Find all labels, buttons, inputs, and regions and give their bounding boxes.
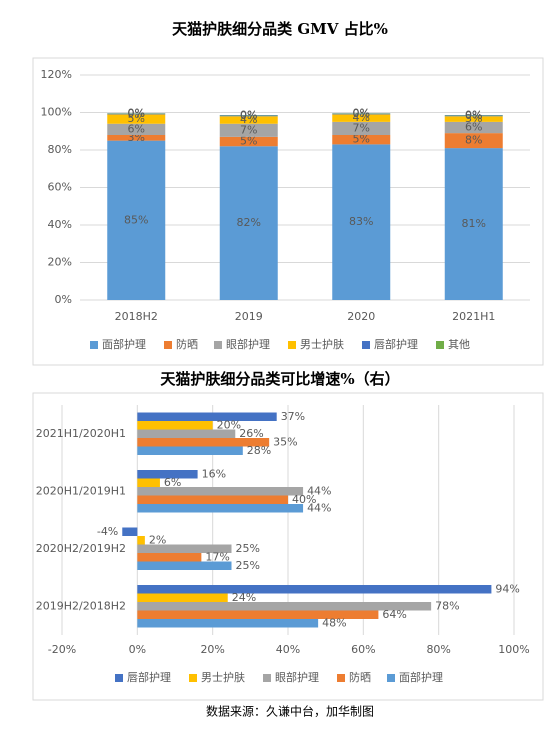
bar [122, 528, 137, 537]
data-label: 94% [495, 582, 519, 595]
data-label: 24% [232, 591, 256, 604]
legend-label: 男士护肤 [201, 670, 245, 684]
y-tick-label: 0% [55, 293, 72, 306]
bar [137, 479, 160, 488]
x-tick-label: 80% [426, 643, 450, 656]
data-label: 0% [465, 108, 482, 121]
legend-swatch [164, 341, 172, 349]
data-label: 2% [149, 533, 166, 546]
bar [137, 585, 491, 594]
legend-label: 眼部护理 [226, 337, 270, 351]
legend-label: 唇部护理 [374, 337, 418, 351]
bar [137, 553, 201, 562]
data-label: 17% [205, 550, 229, 563]
legend-label: 防晒 [176, 337, 198, 351]
legend-swatch [189, 674, 197, 682]
legend-swatch [337, 674, 345, 682]
data-label: 44% [307, 501, 331, 514]
legend-swatch [288, 341, 296, 349]
bar [137, 619, 318, 628]
legend-label: 眼部护理 [275, 670, 319, 684]
bar [137, 562, 231, 571]
x-tick-label: 2019 [235, 310, 263, 323]
data-label: 0% [128, 106, 145, 119]
x-tick-label: 2020 [347, 310, 375, 323]
legend-swatch [214, 341, 222, 349]
data-label: 35% [273, 435, 297, 448]
chart-title: 天猫护肤细分品类可比增速%（右） [160, 370, 399, 388]
y-tick-label: 120% [41, 68, 72, 81]
data-label: 20% [217, 418, 241, 431]
data-label: 6% [164, 476, 181, 489]
bar [137, 496, 288, 505]
x-tick-label: 100% [498, 643, 529, 656]
legend-swatch [263, 674, 271, 682]
data-label: -4% [97, 525, 118, 538]
chart-title: 天猫护肤细分品类 GMV 占比% [172, 20, 388, 38]
x-tick-label: 20% [200, 643, 224, 656]
data-label: 0% [240, 108, 257, 121]
data-label: 26% [239, 427, 263, 440]
y-tick-label: 2021H1/2020H1 [36, 427, 126, 440]
bar [137, 487, 303, 496]
y-tick-label: 80% [48, 143, 72, 156]
data-label: 85% [124, 213, 148, 226]
bar [137, 536, 145, 545]
source-note: 数据来源：久谦中台，加华制图 [206, 704, 374, 719]
bar [137, 447, 242, 456]
data-label: 64% [382, 608, 406, 621]
legend-swatch [387, 674, 395, 682]
legend-label: 面部护理 [102, 337, 146, 351]
data-label: 81% [462, 217, 486, 230]
x-tick-label: 0% [129, 643, 146, 656]
data-label: 16% [202, 467, 226, 480]
legend-label: 面部护理 [399, 670, 443, 684]
bar [137, 413, 276, 422]
x-tick-label: -20% [48, 643, 76, 656]
x-tick-label: 2021H1 [452, 310, 495, 323]
x-tick-label: 60% [351, 643, 375, 656]
data-label: 28% [247, 444, 271, 457]
bar [137, 504, 303, 513]
y-tick-label: 40% [48, 218, 72, 231]
data-label: 25% [236, 559, 260, 572]
legend-label: 其他 [448, 338, 470, 351]
legend-label: 防晒 [349, 670, 371, 684]
y-tick-label: 20% [48, 256, 72, 269]
data-label: 83% [349, 215, 373, 228]
x-tick-label: 40% [276, 643, 300, 656]
x-tick-label: 2018H2 [115, 310, 158, 323]
bar [137, 594, 227, 603]
legend-label: 唇部护理 [127, 670, 171, 684]
bar [137, 430, 235, 439]
y-tick-label: 100% [41, 106, 72, 119]
bar [137, 421, 212, 430]
data-label: 8% [465, 134, 482, 147]
data-label: 37% [281, 410, 305, 423]
data-label: 48% [322, 616, 346, 629]
y-tick-label: 2019H2/2018H2 [36, 599, 126, 612]
y-tick-label: 2020H1/2019H1 [36, 484, 126, 497]
data-label: 82% [237, 216, 261, 229]
y-tick-label: 60% [48, 181, 72, 194]
y-tick-label: 2020H2/2019H2 [36, 542, 126, 555]
legend-swatch [436, 341, 444, 349]
legend-swatch [362, 341, 370, 349]
legend-label: 男士护肤 [300, 337, 344, 351]
data-label: 0% [353, 106, 370, 119]
legend-swatch [115, 674, 123, 682]
data-label: 25% [236, 542, 260, 555]
data-label: 78% [435, 599, 459, 612]
legend-swatch [90, 341, 98, 349]
